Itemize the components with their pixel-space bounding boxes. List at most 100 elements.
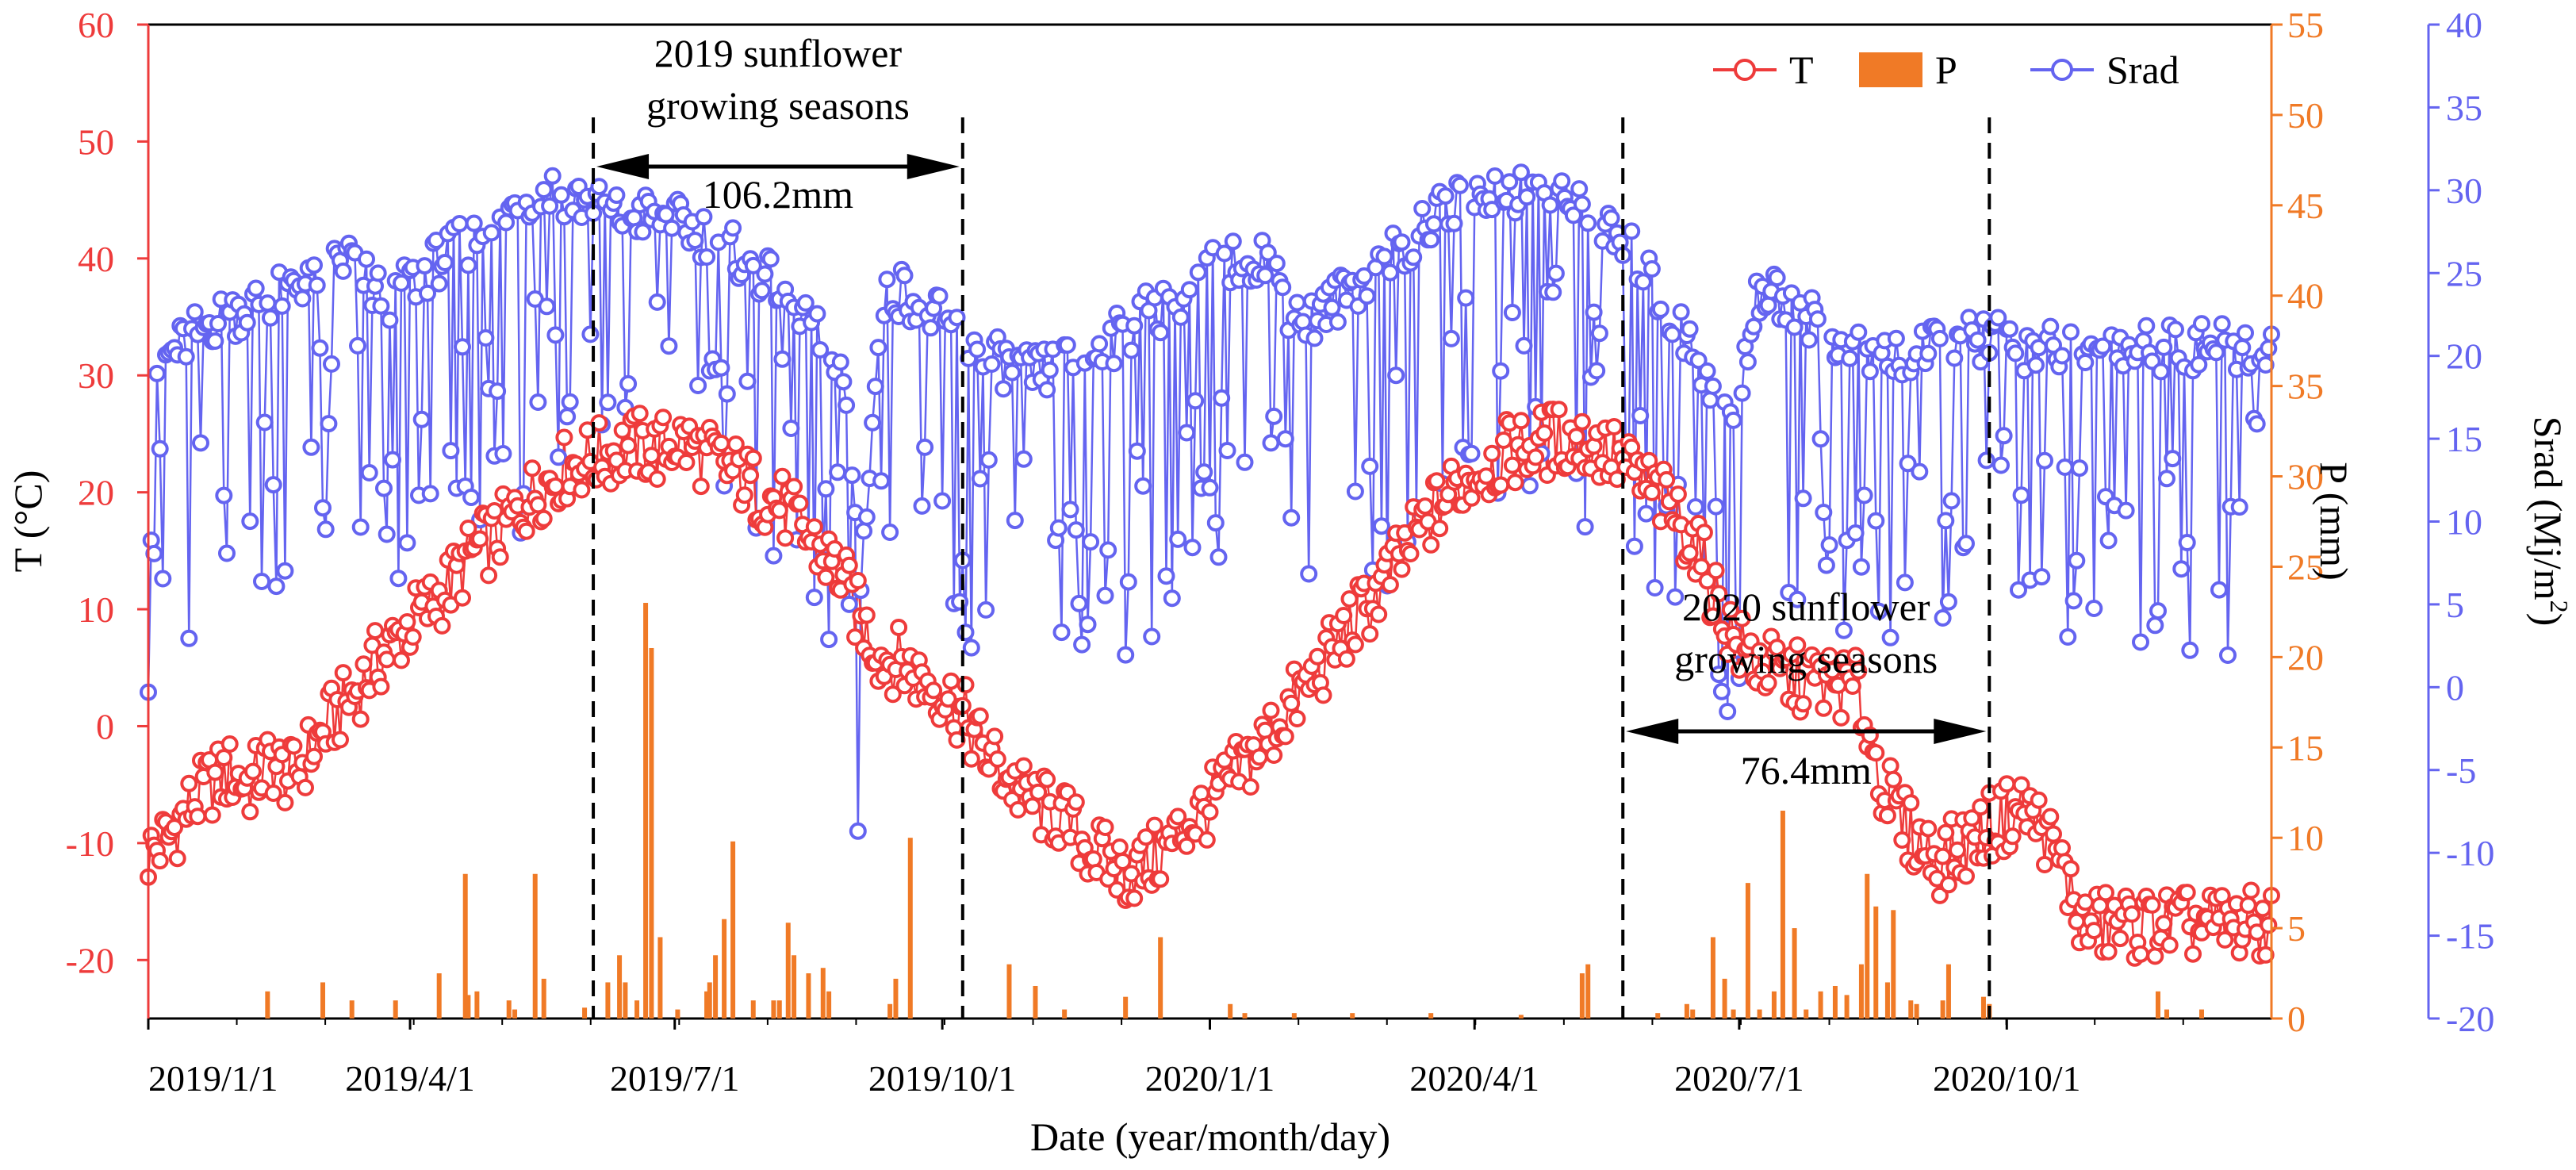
y-axis-left-title: T (°C) <box>6 470 50 573</box>
t-point <box>770 501 788 520</box>
precip-bar <box>436 973 442 1018</box>
t-point <box>2036 856 2053 873</box>
x-tick-label: 2019/1/1 <box>148 1058 278 1099</box>
t-point <box>1503 456 1521 474</box>
y-tick-label: 30 <box>78 355 114 396</box>
precip-bar <box>1818 991 1823 1018</box>
t-point <box>1428 472 1446 490</box>
t-point <box>433 616 451 635</box>
precip-bar <box>623 982 628 1018</box>
precip-bar <box>1655 1013 1661 1018</box>
srad-point <box>1623 222 1641 240</box>
t-point <box>1494 432 1512 449</box>
srad-point <box>1492 362 1510 380</box>
srad-point <box>1006 512 1024 530</box>
srad-point <box>1049 519 1068 537</box>
t-point <box>2003 827 2022 846</box>
srad-point <box>2071 459 2088 478</box>
precip-bar <box>1585 964 1591 1018</box>
srad-point <box>817 480 835 498</box>
srad-point <box>916 438 934 456</box>
t-point <box>1930 886 1949 904</box>
srad-point <box>1061 501 1079 519</box>
srad-point <box>2164 450 2182 468</box>
srad-point <box>494 445 512 462</box>
srad-point <box>1003 363 1022 382</box>
srad-point <box>1759 296 1777 314</box>
srad-point <box>1405 248 1423 267</box>
y-tick-label: -10 <box>66 823 114 864</box>
t-point <box>485 502 504 520</box>
srad-point <box>454 338 471 356</box>
srad-point <box>151 439 169 458</box>
srad-point <box>869 339 887 357</box>
srad-point <box>381 311 399 329</box>
t-point <box>2041 807 2060 826</box>
srad-point <box>389 570 408 588</box>
season-title: growing seasons <box>1674 637 1938 681</box>
t-point <box>220 735 239 753</box>
srad-point <box>1485 167 1504 185</box>
t-point <box>2045 825 2062 843</box>
t-point <box>840 556 858 574</box>
t-point <box>1939 876 1957 894</box>
srad-point <box>1276 430 1294 448</box>
srad-point <box>744 256 762 274</box>
srad-point <box>1698 362 1716 380</box>
season-title: 2019 sunflower <box>654 31 903 75</box>
t-point <box>988 750 1006 768</box>
srad-point <box>1091 335 1109 353</box>
srad-point <box>145 544 163 562</box>
srad-point <box>550 448 568 466</box>
srad-point <box>765 547 783 565</box>
srad-point <box>2256 356 2275 374</box>
srad-point <box>1817 556 1835 574</box>
srad-point <box>1564 206 1582 224</box>
srad-point <box>1800 331 1818 349</box>
srad-point <box>2041 317 2060 336</box>
precip-bar <box>1873 906 1879 1018</box>
srad-point <box>1590 324 1608 343</box>
y-axis-p-title: P (mm) <box>2312 462 2356 581</box>
t-point <box>1288 710 1306 727</box>
t-point <box>305 747 323 765</box>
t-point <box>1567 428 1585 446</box>
srad-point <box>1995 427 2013 445</box>
t-point <box>2155 915 2173 933</box>
precip-bar <box>785 923 791 1018</box>
srad-title-sup: 2 <box>2545 600 2574 613</box>
srad-point <box>634 223 652 241</box>
precip-bar <box>1690 1009 1696 1018</box>
t-point <box>366 622 384 640</box>
srad-point <box>1846 524 1865 542</box>
srad-point <box>561 393 579 411</box>
t-point <box>491 548 509 566</box>
srad-point <box>2172 560 2191 578</box>
precip-bar <box>1771 991 1777 1018</box>
precip-bar <box>1350 1013 1355 1018</box>
precip-bar <box>643 603 649 1018</box>
t-point <box>1893 831 1911 849</box>
srad-point <box>913 497 931 515</box>
srad-tick-label: -5 <box>2446 750 2476 791</box>
precip-bar <box>1033 985 1038 1018</box>
t-point <box>2053 839 2071 857</box>
srad-point <box>262 309 279 327</box>
t-point <box>846 628 864 646</box>
srad-point <box>1520 477 1539 495</box>
srad-point <box>983 355 1001 373</box>
srad-point <box>922 319 940 337</box>
srad-point <box>372 297 390 315</box>
t-point <box>1972 798 1990 816</box>
srad-point <box>351 518 370 536</box>
srad-point <box>2230 498 2248 516</box>
t-point <box>1346 635 1364 654</box>
srad-point <box>1637 504 1655 523</box>
srad-point <box>933 492 952 510</box>
precip-bar <box>265 991 270 1018</box>
t-point <box>1309 647 1327 666</box>
precip-bar <box>582 1007 588 1018</box>
srad-point <box>718 385 736 403</box>
t-point <box>857 606 876 624</box>
srad-point <box>951 593 969 611</box>
